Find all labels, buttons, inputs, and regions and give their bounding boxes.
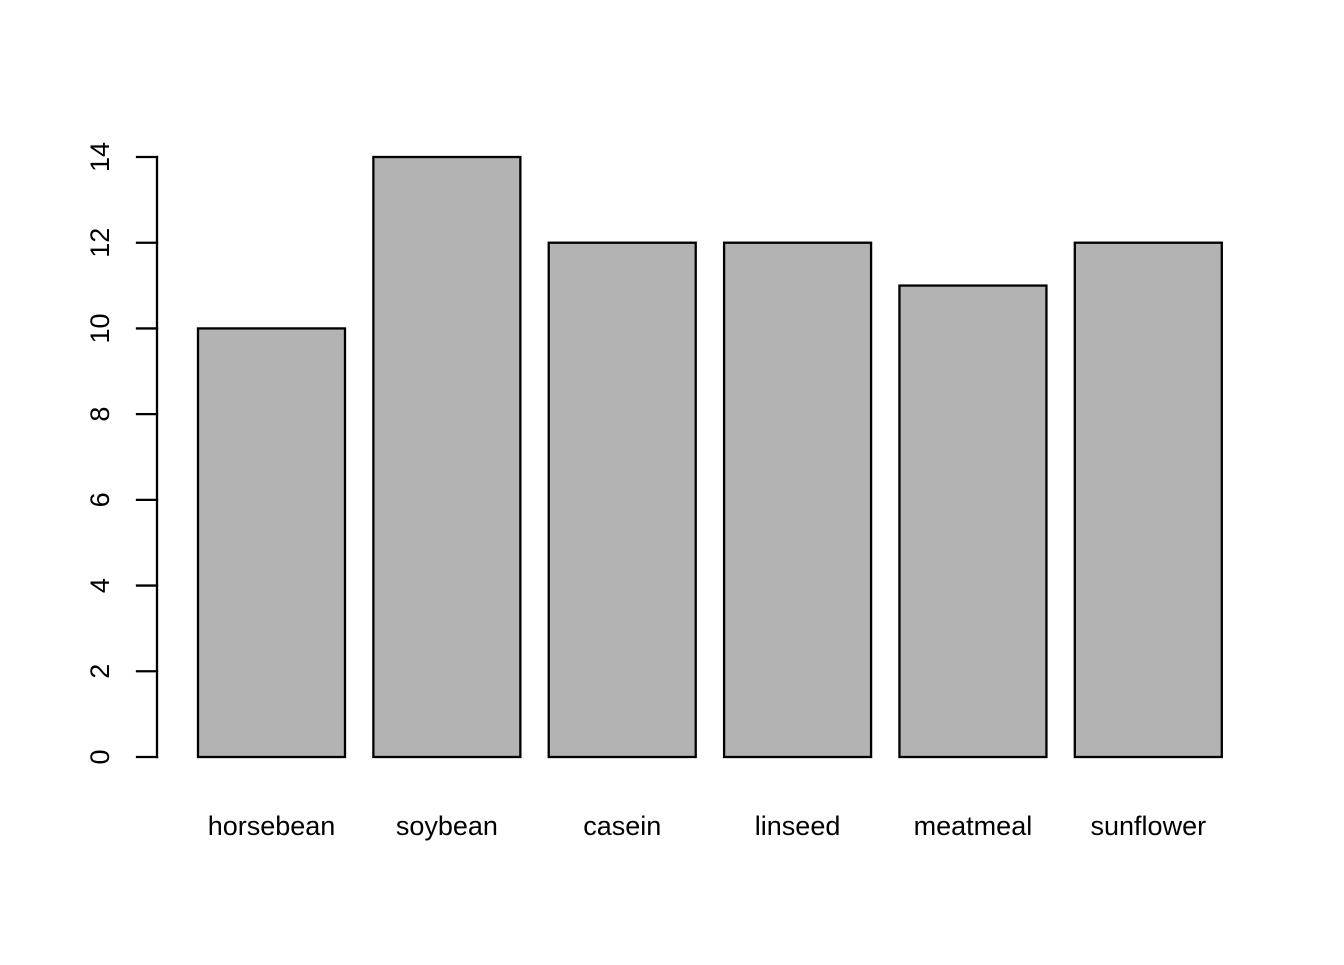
x-category-label: sunflower (1091, 811, 1207, 841)
bar-casein (547, 241, 697, 759)
y-tick-label: 6 (85, 492, 115, 507)
y-tick-label: 0 (85, 749, 115, 764)
y-tick-label: 10 (85, 313, 115, 343)
x-category-label: casein (583, 811, 661, 841)
bar-linseed (722, 241, 873, 759)
x-category-label: horsebean (208, 811, 336, 841)
bar-soybean (372, 155, 522, 759)
y-tick-label: 2 (85, 664, 115, 679)
y-tick-label: 14 (85, 142, 115, 172)
y-tick-label: 12 (85, 228, 115, 258)
bar-meatmeal (898, 284, 1048, 759)
x-category-label: meatmeal (914, 811, 1033, 841)
y-tick-label: 8 (85, 407, 115, 422)
bar-horsebean (196, 327, 347, 759)
x-category-label: linseed (755, 811, 841, 841)
x-category-label: soybean (396, 811, 498, 841)
bar-sunflower (1073, 241, 1223, 759)
y-tick-label: 4 (85, 578, 115, 593)
